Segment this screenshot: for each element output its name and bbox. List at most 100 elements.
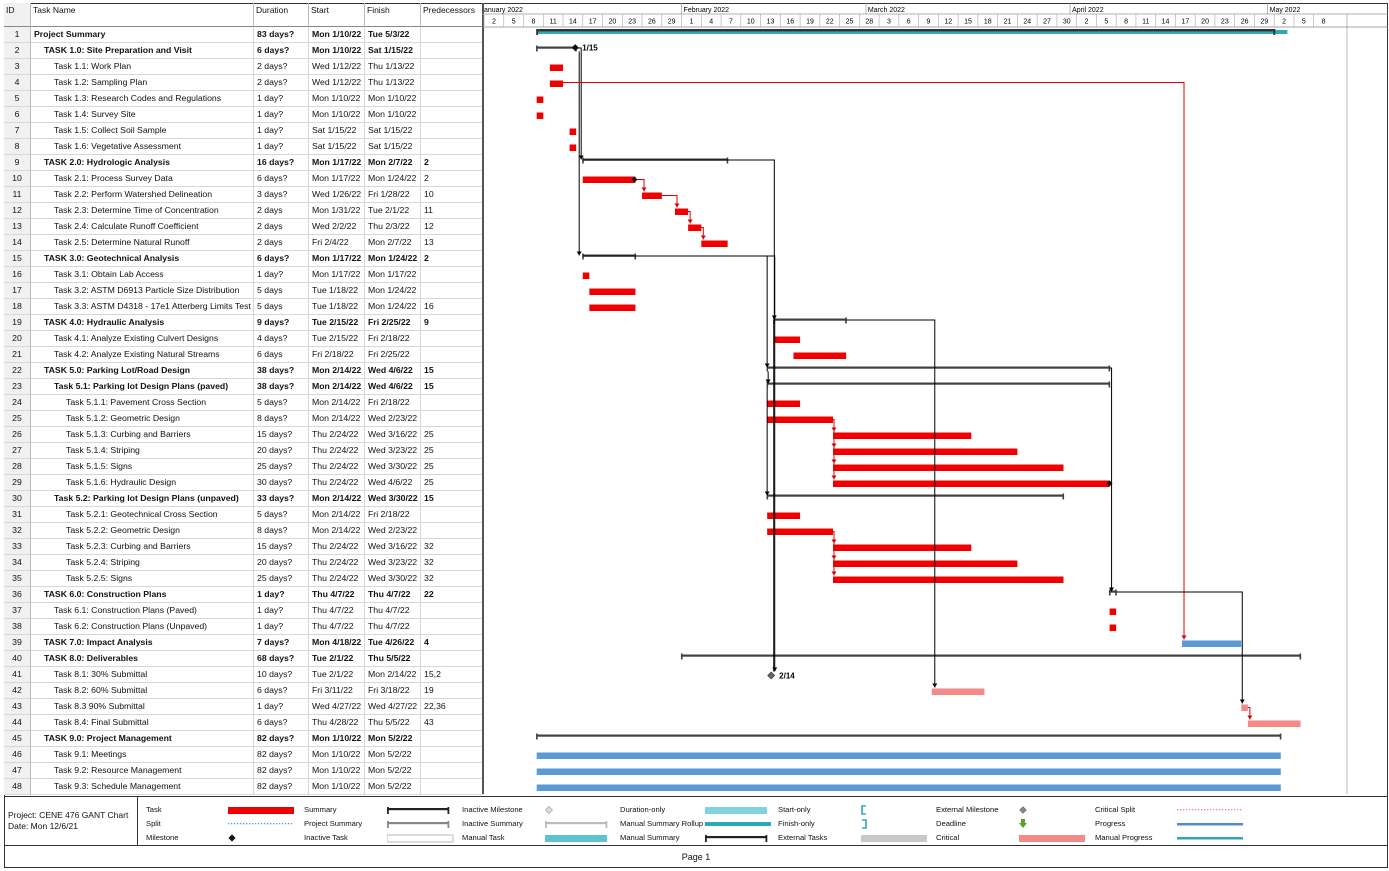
cell-start[interactable]: Thu 2/24/22 xyxy=(309,571,365,587)
cell-task-name[interactable]: Task 2.4: Calculate Runoff Coefficient xyxy=(31,219,254,235)
cell-id[interactable]: 12 xyxy=(4,203,31,219)
summary-bar[interactable] xyxy=(767,382,1110,385)
table-row[interactable]: 8 Task 1.6: Vegetative Assessment 1 day? Sa… xyxy=(4,139,483,155)
cell-finish[interactable]: Mon 2/7/22 xyxy=(365,235,421,251)
cell-start[interactable]: Mon 2/14/22 xyxy=(309,363,365,379)
task-bar[interactable] xyxy=(536,752,1281,760)
cell-task-name[interactable]: Task 5.1.2: Geometric Design xyxy=(31,411,254,427)
cell-start[interactable]: Mon 1/10/22 xyxy=(309,43,365,59)
cell-id[interactable]: 37 xyxy=(4,603,31,619)
cell-finish[interactable]: Tue 4/26/22 xyxy=(365,635,421,651)
table-row[interactable]: 40 TASK 8.0: Deliverables 68 days? Tue 2/1/… xyxy=(4,651,483,667)
cell-finish[interactable]: Wed 3/23/22 xyxy=(365,555,421,571)
cell-task-name[interactable]: Task 5.2: Parking lot Design Plans (unpa… xyxy=(31,491,254,507)
cell-task-name[interactable]: Task 2.5: Determine Natural Runoff xyxy=(31,235,254,251)
critical-task-bar[interactable] xyxy=(833,544,972,552)
cell-finish[interactable]: Wed 3/23/22 xyxy=(365,443,421,459)
cell-id[interactable]: 26 xyxy=(4,427,31,443)
cell-duration[interactable]: 25 days? xyxy=(254,571,309,587)
critical-task-bar[interactable] xyxy=(767,416,834,424)
cell-duration[interactable]: 1 day? xyxy=(254,139,309,155)
cell-finish[interactable]: Wed 4/6/22 xyxy=(365,475,421,491)
cell-start[interactable]: Mon 2/14/22 xyxy=(309,507,365,523)
cell-start[interactable]: Thu 2/24/22 xyxy=(309,555,365,571)
cell-duration[interactable]: 4 days? xyxy=(254,331,309,347)
cell-start[interactable]: Thu 4/7/22 xyxy=(309,619,365,635)
cell-id[interactable]: 35 xyxy=(4,571,31,587)
cell-start[interactable]: Mon 2/14/22 xyxy=(309,523,365,539)
summary-bar[interactable] xyxy=(536,734,1281,737)
critical-task-bar[interactable] xyxy=(674,208,689,216)
cell-start[interactable]: Wed 2/2/22 xyxy=(309,219,365,235)
critical-task-bar[interactable] xyxy=(549,64,564,72)
cell-task-name[interactable]: Task 5.2.4: Striping xyxy=(31,555,254,571)
cell-finish[interactable]: Mon 1/24/22 xyxy=(365,299,421,315)
table-row[interactable]: 39 TASK 7.0: Impact Analysis 7 days? Mon 4/… xyxy=(4,635,483,651)
cell-start[interactable]: Thu 2/24/22 xyxy=(309,539,365,555)
cell-finish[interactable]: Mon 1/24/22 xyxy=(365,283,421,299)
table-row[interactable]: 29 Task 5.1.6: Hydraulic Design 30 days? Th… xyxy=(4,475,483,491)
cell-id[interactable]: 11 xyxy=(4,187,31,203)
cell-finish[interactable]: Thu 1/13/22 xyxy=(365,59,421,75)
cell-id[interactable]: 10 xyxy=(4,171,31,187)
table-row[interactable]: 1 Project Summary 83 days? Mon 1/10/22 Tue 5… xyxy=(4,27,483,43)
critical-task-bar[interactable] xyxy=(833,480,1110,488)
cell-duration[interactable]: 82 days? xyxy=(254,747,309,763)
cell-finish[interactable]: Mon 1/10/22 xyxy=(365,91,421,107)
cell-task-name[interactable]: Task 5.2.1: Geotechnical Cross Section xyxy=(31,507,254,523)
task-bar[interactable] xyxy=(536,768,1281,776)
critical-task-bar[interactable] xyxy=(833,432,972,440)
table-row[interactable]: 16 Task 3.1: Obtain Lab Access 1 day? Mon 1… xyxy=(4,267,483,283)
cell-finish[interactable]: Thu 1/13/22 xyxy=(365,75,421,91)
cell-finish[interactable]: Thu 4/7/22 xyxy=(365,619,421,635)
cell-predecessors[interactable]: 32 xyxy=(421,539,483,555)
cell-start[interactable]: Mon 4/18/22 xyxy=(309,635,365,651)
table-row[interactable]: 25 Task 5.1.2: Geometric Design 8 days? Mon… xyxy=(4,411,483,427)
table-row[interactable]: 38 Task 6.2: Construction Plans (Unpaved)… xyxy=(4,619,483,635)
table-row[interactable]: 28 Task 5.1.5: Signs 25 days? Thu 2/24/22 We… xyxy=(4,459,483,475)
cell-finish[interactable]: Sat 1/15/22 xyxy=(365,43,421,59)
table-row[interactable]: 36 TASK 6.0: Construction Plans 1 day? Thu … xyxy=(4,587,483,603)
cell-finish[interactable]: Thu 2/3/22 xyxy=(365,219,421,235)
cell-start[interactable]: Tue 2/1/22 xyxy=(309,667,365,683)
cell-duration[interactable]: 1 day? xyxy=(254,91,309,107)
cell-start[interactable]: Mon 2/14/22 xyxy=(309,411,365,427)
cell-duration[interactable]: 1 day? xyxy=(254,123,309,139)
cell-finish[interactable]: Mon 1/17/22 xyxy=(365,267,421,283)
table-row[interactable]: 24 Task 5.1.1: Pavement Cross Section 5 da… xyxy=(4,395,483,411)
cell-predecessors[interactable] xyxy=(421,123,483,139)
table-row[interactable]: 32 Task 5.2.2: Geometric Design 8 days? Mon… xyxy=(4,523,483,539)
column-header-task-name[interactable]: Task Name xyxy=(31,3,254,27)
cell-task-name[interactable]: Task 2.2: Perform Watershed Delineation xyxy=(31,187,254,203)
column-header-start[interactable]: Start xyxy=(309,3,365,27)
cell-duration[interactable]: 15 days? xyxy=(254,539,309,555)
cell-task-name[interactable]: TASK 2.0: Hydrologic Analysis xyxy=(31,155,254,171)
critical-task-bar[interactable] xyxy=(833,576,1064,584)
cell-predecessors[interactable] xyxy=(421,347,483,363)
cell-start[interactable]: Thu 2/24/22 xyxy=(309,475,365,491)
table-row[interactable]: 20 Task 4.1: Analyze Existing Culvert Des… xyxy=(4,331,483,347)
cell-finish[interactable]: Mon 1/24/22 xyxy=(365,171,421,187)
critical-task-bar-light[interactable] xyxy=(1247,720,1301,728)
cell-predecessors[interactable] xyxy=(421,523,483,539)
critical-task-bar-light[interactable] xyxy=(1241,704,1248,712)
cell-finish[interactable]: Tue 5/3/22 xyxy=(365,27,421,43)
cell-finish[interactable]: Thu 4/7/22 xyxy=(365,603,421,619)
table-row[interactable]: 46 Task 9.1: Meetings 82 days? Mon 1/10/22 M… xyxy=(4,747,483,763)
cell-id[interactable]: 21 xyxy=(4,347,31,363)
cell-finish[interactable]: Fri 2/18/22 xyxy=(365,507,421,523)
cell-duration[interactable]: 5 days? xyxy=(254,507,309,523)
cell-predecessors[interactable] xyxy=(421,283,483,299)
table-row[interactable]: 22 TASK 5.0: Parking Lot/Road Design 38 da… xyxy=(4,363,483,379)
table-row[interactable]: 17 Task 3.2: ASTM D6913 Particle Size Dis… xyxy=(4,283,483,299)
critical-task-bar[interactable] xyxy=(701,240,728,248)
cell-finish[interactable]: Fri 2/18/22 xyxy=(365,395,421,411)
cell-task-name[interactable]: Task 5.1.4: Striping xyxy=(31,443,254,459)
cell-start[interactable]: Tue 2/15/22 xyxy=(309,331,365,347)
cell-id[interactable]: 9 xyxy=(4,155,31,171)
cell-predecessors[interactable]: 13 xyxy=(421,235,483,251)
table-divider[interactable] xyxy=(482,3,484,794)
table-row[interactable]: 47 Task 9.2: Resource Management 82 days? M… xyxy=(4,763,483,779)
cell-predecessors[interactable]: 15,2 xyxy=(421,667,483,683)
cell-start[interactable]: Mon 1/17/22 xyxy=(309,171,365,187)
